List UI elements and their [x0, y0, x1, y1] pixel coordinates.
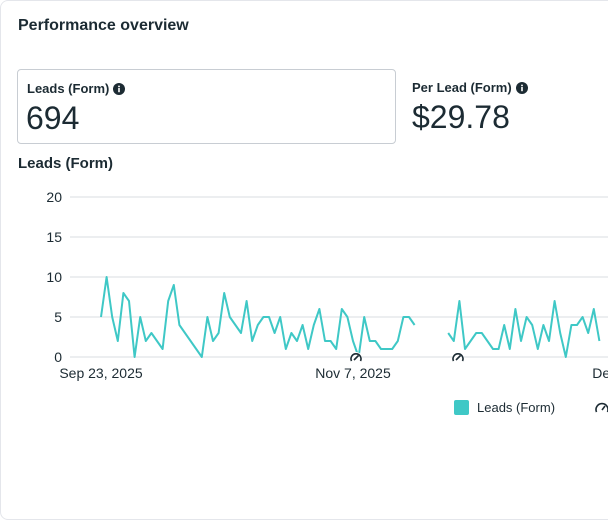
x-tick-label: Sep 23, 2025: [59, 365, 143, 381]
gauge-icon[interactable]: [594, 401, 608, 417]
gauge-icon: [350, 353, 362, 362]
chart-title: Leads (Form): [18, 155, 114, 172]
chart-legend[interactable]: Leads (Form): [454, 400, 555, 415]
y-tick-label: 0: [54, 349, 62, 365]
panel-title: Performance overview: [18, 17, 189, 34]
metric-card-per-lead[interactable]: Per Lead (Form) $29.78: [412, 69, 608, 144]
y-tick-label: 5: [54, 309, 62, 325]
x-tick-label: Dec 2: [592, 365, 608, 381]
info-icon[interactable]: [113, 82, 126, 95]
metric-label-per-lead: Per Lead (Form): [412, 80, 528, 95]
x-tick-label: Nov 7, 2025: [315, 365, 391, 381]
legend-label: Leads (Form): [477, 400, 556, 415]
series-line-leads: [447, 300, 601, 358]
series-line-leads: [100, 276, 416, 358]
metric-value-per-lead: $29.78: [412, 99, 510, 135]
y-tick-label: 15: [46, 229, 62, 245]
gauge-icon: [452, 353, 464, 362]
metric-value-leads: 694: [26, 100, 80, 136]
gauge-icon-needle: [455, 354, 462, 361]
y-tick-label: 20: [46, 189, 62, 205]
legend-swatch: [454, 400, 469, 415]
metric-label-text: Leads (Form): [27, 81, 110, 96]
metric-label-leads: Leads (Form): [27, 81, 126, 96]
metric-label-text: Per Lead (Form): [412, 80, 512, 95]
info-icon[interactable]: [515, 81, 528, 94]
y-tick-label: 10: [46, 269, 62, 285]
metric-card-leads[interactable]: Leads (Form) 694: [17, 69, 396, 144]
leads-line-chart: 0 5 10 15 20 Sep 23, 2025 Nov 7, 2025 Dec 2: [46, 189, 608, 381]
gauge-icon-needle: [353, 354, 360, 361]
